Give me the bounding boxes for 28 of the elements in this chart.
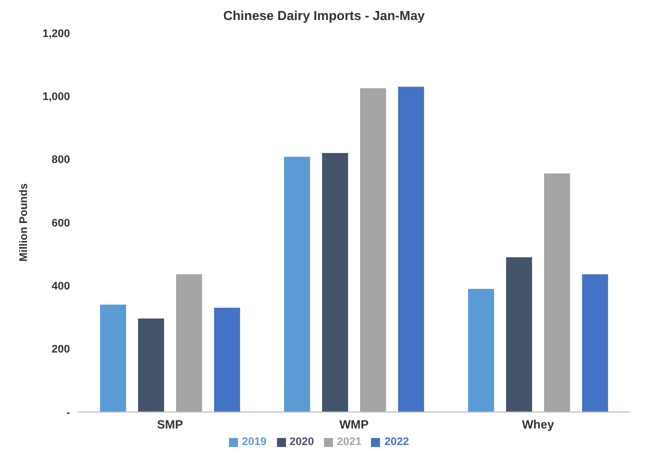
x-tick-label: Whey [522, 418, 554, 432]
x-tick-label: WMP [339, 418, 369, 432]
bar [214, 308, 240, 412]
y-tick-label: 800 [52, 154, 70, 166]
legend-label: 2021 [337, 436, 362, 448]
bar [176, 274, 202, 412]
y-tick-label: 1,200 [42, 28, 70, 40]
bar [100, 304, 126, 412]
legend-label: 2022 [384, 436, 409, 448]
y-tick-label: 400 [52, 280, 70, 293]
bar [360, 88, 386, 412]
bar [284, 156, 310, 412]
bar [544, 174, 570, 412]
bar [322, 153, 348, 412]
chart-title: Chinese Dairy Imports - Jan-May [222, 8, 426, 23]
x-tick-label: SMP [156, 418, 184, 432]
y-tick-label: 600 [52, 217, 70, 230]
bar [468, 288, 494, 412]
y-tick-label: 200 [52, 344, 70, 356]
legend-label: 2020 [290, 436, 314, 448]
y-axis-title: Million Pounds [18, 183, 30, 262]
bar [138, 318, 164, 412]
bar [582, 274, 608, 412]
bar [398, 86, 424, 412]
y-tick-label: - [66, 406, 70, 419]
bar [506, 257, 532, 412]
legend-label: 2019 [242, 436, 267, 448]
y-tick-label: 1,000 [42, 91, 70, 104]
